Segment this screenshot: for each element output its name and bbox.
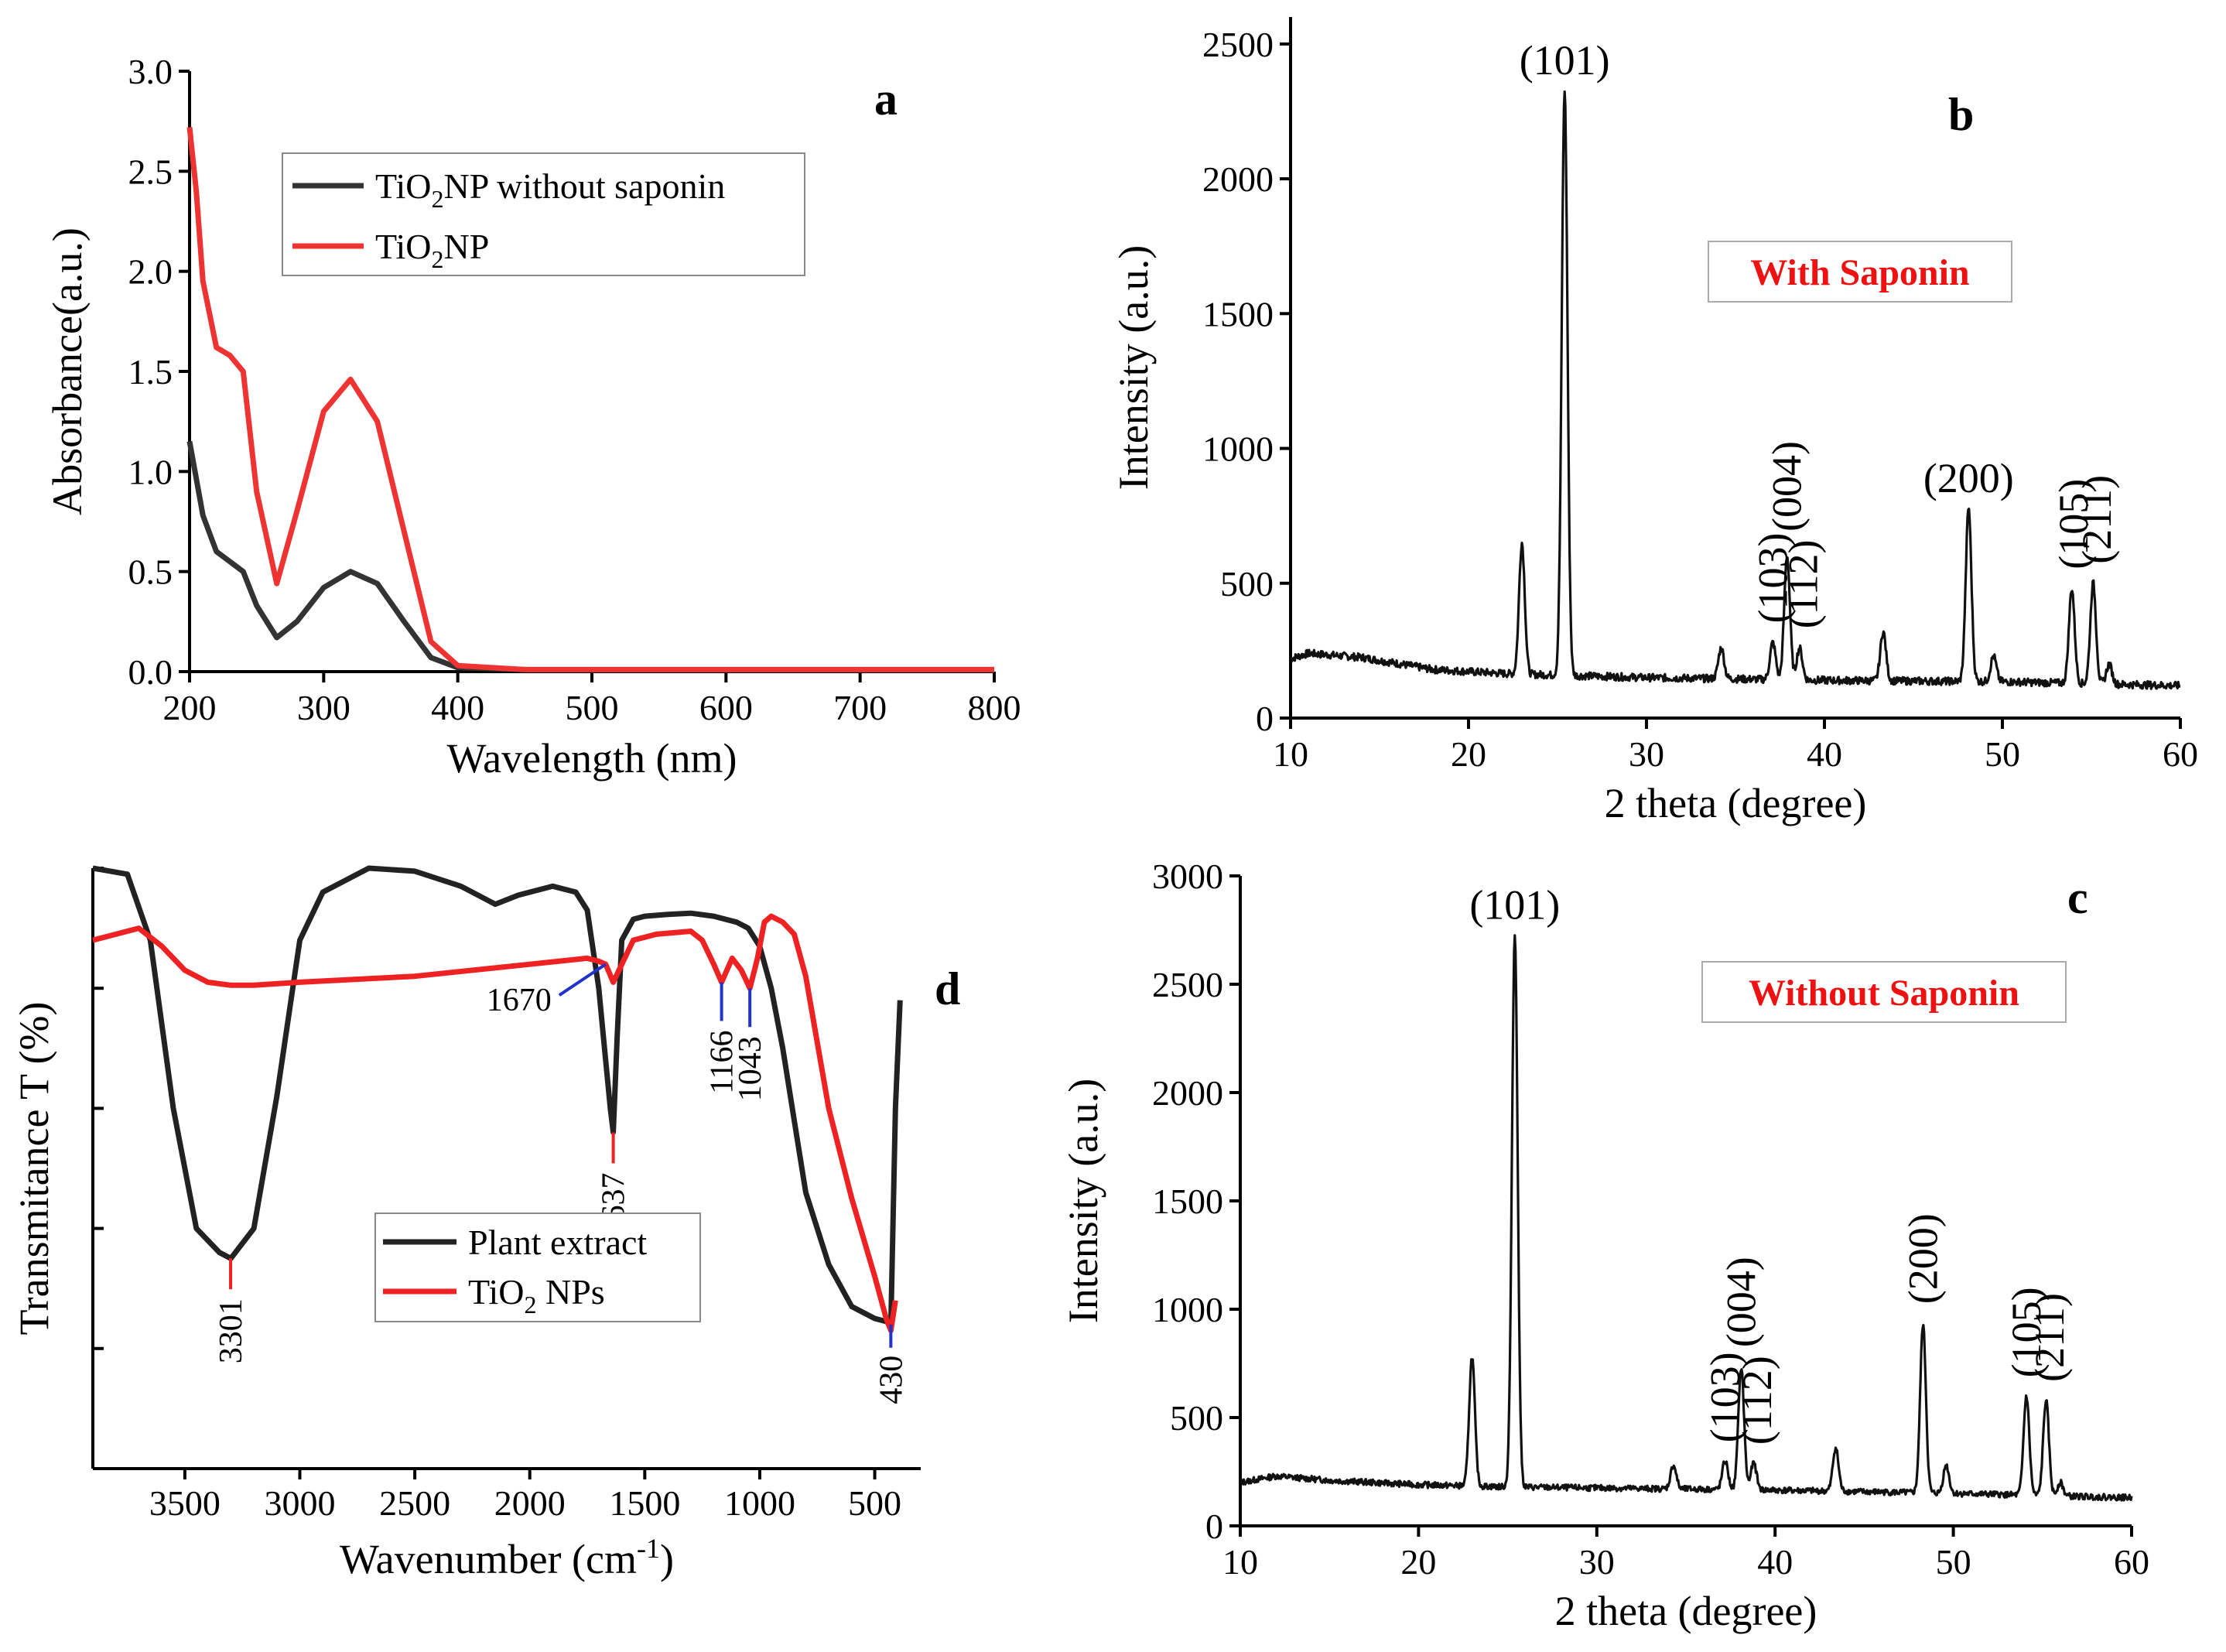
x-axis-title: 2 theta (degree) bbox=[1605, 780, 1867, 826]
legend-box bbox=[282, 152, 805, 276]
peak-label: (101) bbox=[1469, 882, 1560, 929]
x-tick-label: 50 bbox=[1985, 734, 2020, 774]
peak-label: (211) bbox=[2026, 1293, 2073, 1382]
y-tick-label: 2500 bbox=[1152, 965, 1223, 1004]
x-tick-label: 60 bbox=[2163, 734, 2198, 774]
x-tick-label: 40 bbox=[1807, 734, 1842, 774]
annotation-label: 1670 bbox=[487, 983, 552, 1018]
y-tick-label: 500 bbox=[1220, 564, 1274, 604]
y-tick-label: 2.0 bbox=[128, 252, 173, 292]
y-tick-label: 2500 bbox=[1202, 25, 1274, 64]
panel-label: b bbox=[1948, 89, 1974, 140]
y-tick-label: 2000 bbox=[1152, 1073, 1223, 1113]
series-line-without-saponin bbox=[186, 440, 994, 672]
annotation-label: 1166 bbox=[705, 1030, 740, 1093]
x-tick-label: 30 bbox=[1629, 734, 1664, 774]
y-tick-label: 3.0 bbox=[128, 52, 173, 91]
panel-c-xrd-without-saponin: 10 20 30 40 50 60 0 500 1000 1500 2000 2500 3000 2 th… bbox=[1060, 857, 2149, 1634]
x-tick-label: 800 bbox=[968, 688, 1021, 727]
y-axis-title: Intensity (a.u.) bbox=[1110, 245, 1157, 490]
panel-b-xrd-with-saponin: 10 20 30 40 50 60 0 500 1000 1500 2000 2500 2 theta … bbox=[1110, 17, 2198, 826]
panel-label: c bbox=[2067, 872, 2088, 923]
x-tick-label: 1000 bbox=[724, 1483, 795, 1523]
x-axis-title: Wavenumber (cm-1) bbox=[340, 1533, 674, 1582]
x-tick-label: 500 bbox=[566, 688, 619, 727]
y-tick-label: 0 bbox=[1256, 699, 1274, 738]
y-tick-label: 2000 bbox=[1202, 159, 1274, 199]
y-tick-label: 1.0 bbox=[128, 452, 173, 491]
x-tick-label: 10 bbox=[1222, 1542, 1258, 1582]
peak-label: (112) bbox=[1780, 539, 1826, 628]
series-line-tio2np bbox=[186, 127, 994, 672]
x-tick-label: 600 bbox=[699, 688, 753, 727]
annotation-text: Without Saponin bbox=[1749, 973, 2019, 1014]
peak-label: (004) bbox=[1718, 1257, 1764, 1347]
x-tick-label: 3500 bbox=[149, 1483, 221, 1523]
annotation-label: 3301 bbox=[214, 1298, 249, 1363]
y-axis-title: Absorbance(a.u.) bbox=[44, 227, 91, 515]
y-tick-label: 1000 bbox=[1152, 1290, 1223, 1329]
x-tick-label: 500 bbox=[848, 1483, 901, 1523]
x-tick-label: 3000 bbox=[265, 1483, 336, 1523]
x-axis-title: 2 theta (degree) bbox=[1555, 1588, 1817, 1634]
series-line-tio2-nps bbox=[92, 913, 898, 1333]
y-tick-label: 500 bbox=[1170, 1398, 1223, 1438]
series-line-plant-extract bbox=[92, 865, 903, 1328]
legend-box bbox=[374, 1212, 701, 1322]
legend-label: TiO2NP without saponin bbox=[375, 166, 725, 213]
x-tick-label: 40 bbox=[1757, 1542, 1793, 1582]
annotation-label: 430 bbox=[874, 1356, 909, 1404]
y-tick-label: 1000 bbox=[1202, 429, 1274, 469]
annotation-box bbox=[1701, 961, 2067, 1023]
legend-label: TiO2 NPs bbox=[468, 1272, 605, 1319]
y-tick-label: 1.5 bbox=[128, 352, 173, 392]
y-tick-label: 1500 bbox=[1152, 1182, 1223, 1221]
x-tick-label: 10 bbox=[1273, 734, 1308, 774]
panel-d-ftir: 3500 3000 2500 2000 1500 1000 500 Wavenumber (c… bbox=[11, 865, 960, 1582]
x-tick-label: 1500 bbox=[609, 1483, 680, 1523]
peak-label: (103) bbox=[1749, 532, 1796, 623]
x-tick-label: 60 bbox=[2114, 1542, 2149, 1582]
y-axis-title: Transmitance T (%) bbox=[11, 1002, 57, 1336]
legend-label: Plant extract bbox=[468, 1223, 647, 1262]
y-tick-label: 0.5 bbox=[128, 552, 173, 592]
legend-label: TiO2NP bbox=[375, 227, 489, 273]
x-tick-label: 300 bbox=[297, 688, 350, 727]
x-axis-title: Wavelength (nm) bbox=[446, 735, 737, 782]
y-tick-label: 0 bbox=[1205, 1507, 1223, 1546]
y-tick-label: 2.5 bbox=[128, 152, 173, 191]
x-tick-label: 400 bbox=[431, 688, 484, 727]
panel-label: a bbox=[874, 74, 898, 125]
peak-label: (004) bbox=[1764, 441, 1811, 532]
x-tick-label: 50 bbox=[1936, 1542, 1971, 1582]
x-tick-label: 20 bbox=[1451, 734, 1486, 774]
y-tick-label: 1500 bbox=[1202, 294, 1274, 333]
y-tick-label: 3000 bbox=[1152, 857, 1223, 896]
annotation-leader bbox=[558, 963, 607, 997]
x-tick-label: 2500 bbox=[379, 1483, 450, 1523]
peak-label: (103) bbox=[1702, 1352, 1749, 1442]
panel-label: d bbox=[935, 963, 960, 1014]
x-tick-label: 200 bbox=[163, 688, 217, 727]
peak-label: (200) bbox=[1923, 455, 2014, 501]
annotation-box bbox=[1708, 241, 2012, 303]
panel-a-uv-vis: 200 300 400 500 600 700 800 0.0 0.5 1.0 1.5 2.0 2.5 3… bbox=[44, 52, 1021, 782]
peak-label: (105) bbox=[2003, 1287, 2050, 1377]
x-tick-label: 2000 bbox=[494, 1483, 566, 1523]
x-tick-label: 20 bbox=[1400, 1542, 1436, 1582]
peak-label: (200) bbox=[1899, 1213, 1946, 1304]
peak-label: (112) bbox=[1734, 1356, 1780, 1445]
annotation-label: 1043 bbox=[733, 1036, 768, 1101]
peak-label: (105) bbox=[2050, 479, 2097, 569]
x-tick-label: 30 bbox=[1579, 1542, 1615, 1582]
peak-label: (211) bbox=[2074, 475, 2120, 564]
diffraction-pattern-line bbox=[1289, 90, 2181, 690]
diffraction-pattern-line bbox=[1239, 934, 2133, 1502]
annotation-text: With Saponin bbox=[1750, 252, 1969, 293]
x-tick-label: 700 bbox=[833, 688, 887, 727]
y-axis-title: Intensity (a.u.) bbox=[1060, 1079, 1106, 1323]
y-tick-label: 0.0 bbox=[128, 652, 173, 692]
peak-label: (101) bbox=[1520, 37, 1610, 84]
